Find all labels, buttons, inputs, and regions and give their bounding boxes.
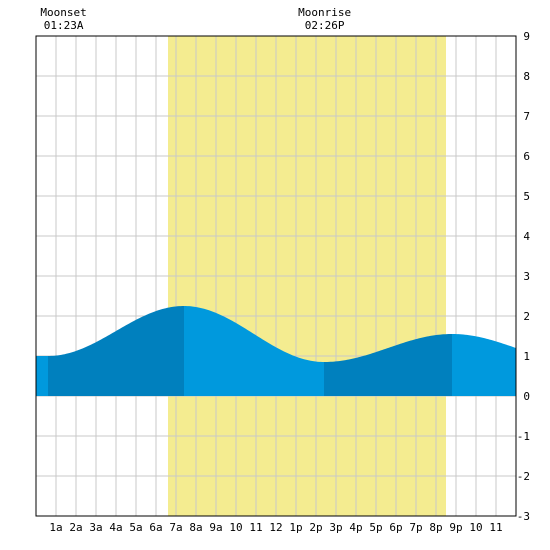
y-tick-label: 0 — [523, 390, 530, 403]
x-tick-label: 6p — [389, 521, 402, 534]
moon-event-label: Moonset — [40, 6, 86, 19]
tide-segment — [452, 334, 516, 396]
y-tick-label: 2 — [523, 310, 530, 323]
tide-segment — [36, 356, 48, 396]
x-tick-label: 2a — [69, 521, 82, 534]
y-tick-label: 1 — [523, 350, 530, 363]
plot-border — [35, 35, 517, 517]
x-tick-label: 1a — [49, 521, 62, 534]
y-tick-label: 8 — [523, 70, 530, 83]
x-tick-label: 11 — [249, 521, 262, 534]
x-tick-label: 8a — [189, 521, 202, 534]
moon-event-label: Moonrise — [298, 6, 351, 19]
moon-event-time: 02:26P — [305, 19, 345, 32]
x-tick-label: 4p — [349, 521, 362, 534]
x-tick-label: 9p — [449, 521, 462, 534]
x-tick-label: 6a — [149, 521, 162, 534]
y-tick-labels: -3 -2 -1 0 1 2 3 4 5 6 7 8 9 — [517, 30, 531, 523]
x-tick-label: 9a — [209, 521, 222, 534]
x-tick-label: 7p — [409, 521, 422, 534]
tide-segment — [48, 306, 184, 396]
x-tick-label: 3a — [89, 521, 102, 534]
x-tick-label: 5a — [129, 521, 142, 534]
y-tick-label: -3 — [517, 510, 530, 523]
x-tick-label: 4a — [109, 521, 122, 534]
y-tick-label: 5 — [523, 190, 530, 203]
moon-event-time: 01:23A — [44, 19, 84, 32]
x-tick-label: 10 — [469, 521, 482, 534]
grid-layer — [36, 36, 516, 516]
x-tick-labels: 1a 2a 3a 4a 5a 6a 7a 8a 9a 10 11 12 1p 2p 3p 4p 5p 6p 7p 8p… — [49, 521, 502, 534]
x-tick-label: 11 — [489, 521, 502, 534]
x-tick-label: 12 — [269, 521, 282, 534]
y-tick-label: 9 — [523, 30, 530, 43]
y-tick-label: -2 — [517, 470, 530, 483]
x-tick-label: 3p — [329, 521, 342, 534]
x-tick-label: 5p — [369, 521, 382, 534]
x-tick-label: 10 — [229, 521, 242, 534]
tide-segment — [184, 306, 324, 396]
x-tick-label: 1p — [289, 521, 302, 534]
tide-layer — [36, 306, 516, 396]
y-tick-label: 7 — [523, 110, 530, 123]
x-tick-label: 8p — [429, 521, 442, 534]
y-tick-label: 6 — [523, 150, 530, 163]
y-tick-label: -1 — [517, 430, 530, 443]
x-tick-label: 7a — [169, 521, 182, 534]
tide-segment — [324, 334, 452, 396]
y-tick-label: 4 — [523, 230, 530, 243]
x-tick-label: 2p — [309, 521, 322, 534]
y-tick-label: 3 — [523, 270, 530, 283]
